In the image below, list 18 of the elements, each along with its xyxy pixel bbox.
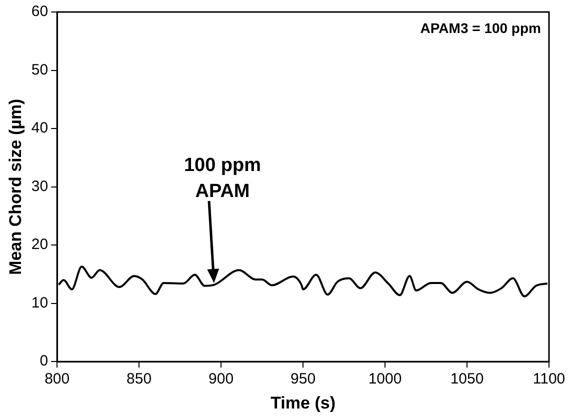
x-tick-label: 950 xyxy=(290,370,316,388)
y-tick-label: 40 xyxy=(31,120,48,137)
x-tick-label: 900 xyxy=(208,370,234,388)
x-axis-title: Time (s) xyxy=(270,393,336,412)
y-tick-label: 50 xyxy=(31,61,48,78)
x-tick-label: 1000 xyxy=(368,370,402,388)
y-tick-label: 30 xyxy=(31,178,48,195)
y-tick-label: 20 xyxy=(31,236,48,254)
x-tick-label: 1100 xyxy=(532,370,566,388)
x-tick-label: 850 xyxy=(126,370,152,388)
y-tick-label: 0 xyxy=(40,352,48,370)
annotation: 100 ppm APAM xyxy=(184,154,262,202)
x-tick-label: 1050 xyxy=(450,370,484,388)
y-axis-title: Mean Chord size (µm) xyxy=(6,98,25,275)
y-tick-label: 60 xyxy=(31,3,48,20)
x-tick-label: 800 xyxy=(44,370,70,388)
annotation: APAM3 = 100 ppm xyxy=(420,20,541,36)
y-tick-label: 10 xyxy=(31,294,48,312)
